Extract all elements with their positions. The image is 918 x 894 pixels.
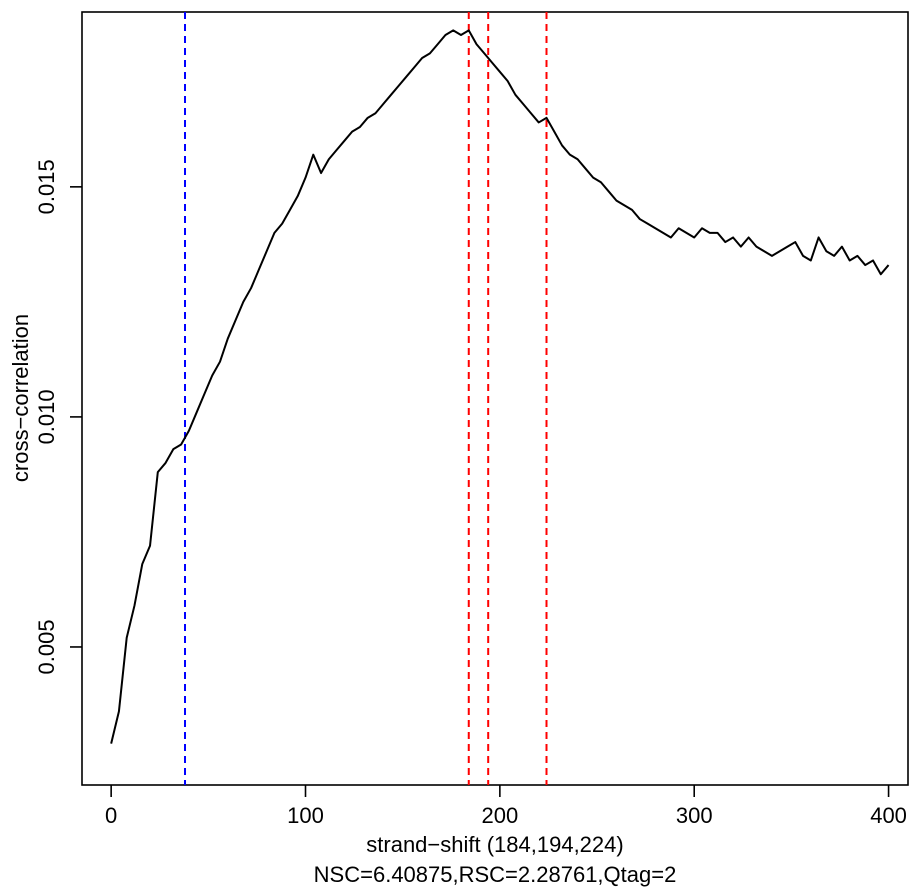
x-tick-label: 100	[287, 803, 324, 828]
y-tick-label: 0.010	[34, 389, 59, 444]
x-tick-label: 400	[870, 803, 907, 828]
x-tick-label: 0	[105, 803, 117, 828]
x-tick-label: 300	[676, 803, 713, 828]
x-axis: 0 100 200 300 400	[105, 785, 907, 828]
plot-frame	[81, 11, 909, 786]
x-axis-label: strand−shift (184,194,224)	[366, 832, 623, 857]
series-layer	[110, 29, 890, 744]
y-axis: 0.005 0.010 0.015	[34, 159, 82, 674]
y-axis-label: cross−correlation	[8, 314, 33, 482]
reference-lines	[184, 12, 548, 785]
chart-subtitle: NSC=6.40875,RSC=2.28761,Qtag=2	[314, 862, 677, 887]
y-tick-label: 0.015	[34, 159, 59, 214]
y-tick-label: 0.005	[34, 619, 59, 674]
x-tick-label: 200	[481, 803, 518, 828]
series-line	[110, 29, 890, 744]
